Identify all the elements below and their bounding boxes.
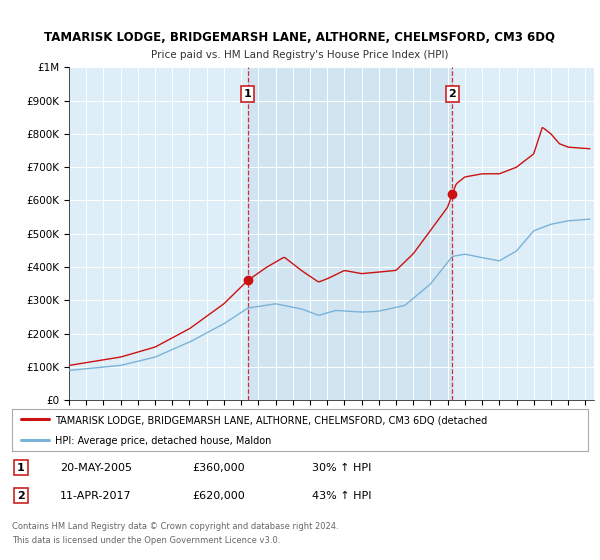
Text: £620,000: £620,000	[192, 491, 245, 501]
Text: Contains HM Land Registry data © Crown copyright and database right 2024.: Contains HM Land Registry data © Crown c…	[12, 522, 338, 531]
Text: TAMARISK LODGE, BRIDGEMARSH LANE, ALTHORNE, CHELMSFORD, CM3 6DQ (detached: TAMARISK LODGE, BRIDGEMARSH LANE, ALTHOR…	[55, 415, 487, 425]
Text: 1: 1	[17, 463, 25, 473]
Text: 2: 2	[17, 491, 25, 501]
Text: £360,000: £360,000	[192, 463, 245, 473]
Text: 20-MAY-2005: 20-MAY-2005	[60, 463, 132, 473]
Text: TAMARISK LODGE, BRIDGEMARSH LANE, ALTHORNE, CHELMSFORD, CM3 6DQ: TAMARISK LODGE, BRIDGEMARSH LANE, ALTHOR…	[44, 31, 556, 44]
Text: HPI: Average price, detached house, Maldon: HPI: Average price, detached house, Mald…	[55, 436, 272, 446]
Text: 11-APR-2017: 11-APR-2017	[60, 491, 131, 501]
Bar	[248, 67, 452, 400]
Text: 30% ↑ HPI: 30% ↑ HPI	[312, 463, 371, 473]
Text: Price paid vs. HM Land Registry's House Price Index (HPI): Price paid vs. HM Land Registry's House …	[151, 50, 449, 60]
Text: 43% ↑ HPI: 43% ↑ HPI	[312, 491, 371, 501]
Text: 1: 1	[244, 89, 251, 99]
Text: 2: 2	[448, 89, 456, 99]
Text: This data is licensed under the Open Government Licence v3.0.: This data is licensed under the Open Gov…	[12, 536, 280, 545]
